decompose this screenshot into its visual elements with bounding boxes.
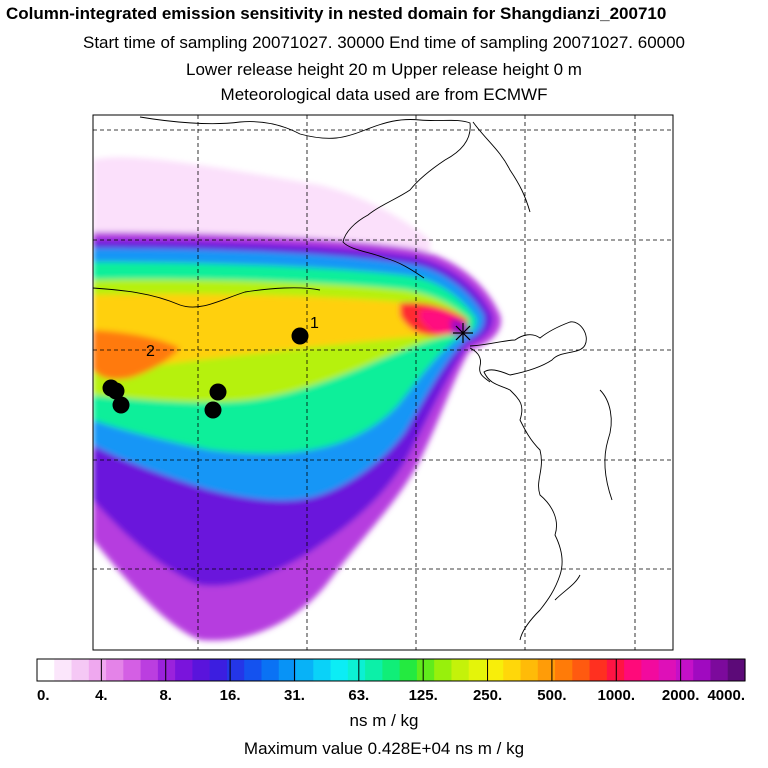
colorbar-swatch [106, 659, 124, 681]
colorbar-swatch [520, 659, 539, 681]
colorbar-swatch [123, 659, 142, 681]
colorbar-swatch [693, 659, 712, 681]
colorbar-tick-label: 2000. [662, 687, 700, 704]
colorbar-tick-label: 8. [159, 687, 172, 704]
release-heights: Lower release height 20 m Upper release … [186, 60, 582, 79]
colorbar-swatch [244, 659, 263, 681]
colorbar-swatch [485, 659, 504, 681]
colorbar-swatch [710, 659, 729, 681]
colorbar-tick-label: 63. [348, 687, 369, 704]
point-label: 2 [146, 343, 155, 360]
sensitivity-field [93, 157, 501, 641]
colorbar-tick-label: 0. [37, 687, 50, 704]
colorbar-swatch [209, 659, 228, 681]
colorbar-swatch [226, 659, 245, 681]
colorbar-swatch [468, 659, 487, 681]
sampling-times: Start time of sampling 20071027. 30000 E… [82, 33, 686, 52]
colorbar-tick-label: 125. [409, 687, 438, 704]
colorbar-swatch [555, 659, 573, 681]
colorbar-swatch [658, 659, 677, 681]
colorbar-tick-label: 250. [473, 687, 502, 704]
chart-title: Column-integrated emission sensitivity i… [6, 4, 667, 23]
colorbar-swatch [88, 659, 107, 681]
receptor-star-marker [453, 323, 473, 343]
point-marker [204, 401, 222, 419]
colorbar-swatch [54, 659, 73, 681]
point-label: 1 [310, 315, 319, 332]
map-grid [93, 115, 673, 650]
colorbar-tick-label: 500. [537, 687, 566, 704]
colorbar-swatch [537, 659, 556, 681]
colorbar-swatch [192, 659, 211, 681]
colorbar-tick-label: 1000. [597, 687, 635, 704]
colorbar [36, 658, 746, 682]
met-data-source: Meteorological data used are from ECMWF [220, 85, 548, 104]
colorbar-swatch [572, 659, 591, 681]
colorbar-swatch [278, 659, 297, 681]
colorbar-swatch [503, 659, 522, 681]
colorbar-tick-label: 4. [95, 687, 108, 704]
colorbar-swatch [313, 659, 332, 681]
point-marker [209, 383, 227, 401]
colorbar-swatch [399, 659, 418, 681]
coastlines [93, 116, 613, 641]
colorbar-swatch [175, 659, 194, 681]
colorbar-swatch [451, 659, 470, 681]
colorbar-tick-label: 16. [220, 687, 241, 704]
colorbar-swatch [261, 659, 280, 681]
colorbar-swatch [589, 659, 608, 681]
colorbar-swatch [330, 659, 349, 681]
point-marker [107, 382, 125, 400]
colorbar-swatch [382, 659, 401, 681]
colorbar-swatch [365, 659, 383, 681]
colorbar-tick-label: 4000. [707, 687, 745, 704]
map-frame [92, 114, 674, 651]
point-1-marker [291, 327, 309, 345]
colorbar-swatch [347, 659, 366, 681]
colorbar-swatch [416, 659, 435, 681]
colorbar-swatch [624, 659, 642, 681]
colorbar-swatch [37, 659, 55, 681]
colorbar-swatch [140, 659, 159, 681]
colorbar-swatch [434, 659, 453, 681]
colorbar-swatch [296, 659, 314, 681]
colorbar-unit-label: ns m / kg [349, 711, 419, 730]
colorbar-swatch [675, 659, 694, 681]
max-value-text: Maximum value 0.428E+04 ns m / kg [243, 739, 525, 758]
colorbar-swatch [641, 659, 660, 681]
colorbar-tick-label: 31. [284, 687, 305, 704]
colorbar-swatch [157, 659, 176, 681]
colorbar-swatch [71, 659, 90, 681]
colorbar-swatch [727, 659, 746, 681]
point-marker [112, 396, 130, 414]
